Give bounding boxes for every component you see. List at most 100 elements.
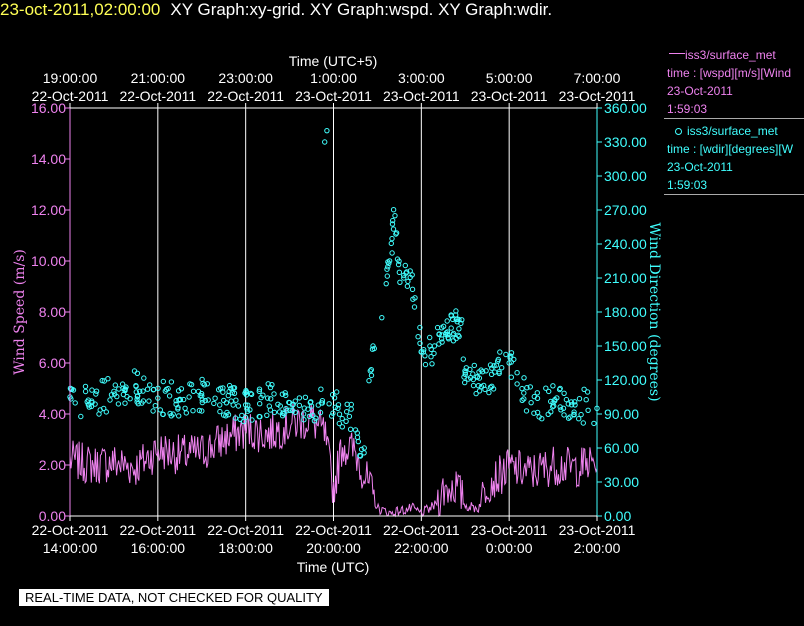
wind-direction-point xyxy=(123,384,129,390)
wind-direction-point xyxy=(438,336,445,342)
wind-direction-point xyxy=(580,420,586,426)
wind-direction-point xyxy=(310,412,316,418)
wind-direction-point xyxy=(417,324,423,331)
wind-direction-point xyxy=(383,280,389,287)
wind-direction-point xyxy=(357,452,363,459)
wind-direction-point xyxy=(483,368,489,374)
right-tick-label: 300.00 xyxy=(604,168,647,184)
wind-direction-point xyxy=(163,386,170,393)
wind-direction-point xyxy=(265,381,271,387)
wind-direction-point xyxy=(256,413,262,420)
wind-direction-point xyxy=(217,385,224,391)
wind-direction-point xyxy=(428,354,434,360)
wind-direction-point xyxy=(336,420,342,427)
wind-direction-point xyxy=(439,339,445,345)
top-tick-time: 3:00:00 xyxy=(398,70,445,86)
wind-direction-point xyxy=(245,402,251,408)
wind-direction-point xyxy=(395,261,402,268)
wind-direction-point xyxy=(217,408,223,415)
wind-direction-point xyxy=(257,401,263,407)
wind-direction-point xyxy=(385,259,391,265)
wind-direction-point xyxy=(503,351,509,358)
wind-direction-point xyxy=(514,381,520,387)
wind-direction-point xyxy=(396,258,402,264)
left-axis-ticks: 0.00 2.00 4.00 6.00 8.00 10.00 12.00 14.00 16.00 xyxy=(31,100,70,524)
wind-direction-point xyxy=(334,389,340,395)
wind-direction-point xyxy=(212,395,218,401)
wind-direction-point xyxy=(141,375,147,381)
wind-direction-point xyxy=(205,397,211,403)
wind-direction-point xyxy=(258,394,264,401)
left-tick-label: 2.00 xyxy=(39,457,66,473)
wind-direction-point xyxy=(434,324,441,331)
top-tick-date: 22-Oct-2011 xyxy=(32,88,109,104)
wind-direction-point xyxy=(578,411,584,418)
wind-direction-point xyxy=(183,410,190,416)
wind-direction-point xyxy=(463,365,469,371)
wind-direction-point xyxy=(244,408,251,414)
wind-direction-point xyxy=(292,398,298,404)
wind-direction-point xyxy=(545,411,551,417)
wind-direction-point xyxy=(296,395,303,401)
graph-list: XY Graph:xy-grid. XY Graph:wspd. XY Grap… xyxy=(170,0,553,19)
wind-direction-point xyxy=(543,385,549,391)
wind-direction-point xyxy=(211,400,217,407)
left-tick-label: 14.00 xyxy=(31,151,66,167)
wind-direction-point xyxy=(283,406,289,412)
wind-direction-point xyxy=(111,388,117,395)
wind-direction-point xyxy=(397,279,403,285)
wind-direction-point xyxy=(379,314,385,321)
left-tick-label: 4.00 xyxy=(39,406,66,422)
wind-direction-point xyxy=(223,400,230,406)
top-tick-date: 23-Oct-2011 xyxy=(471,88,548,104)
wind-direction-point xyxy=(496,369,502,375)
wind-direction-point xyxy=(286,399,292,406)
wind-direction-point xyxy=(173,398,179,404)
wind-direction-point xyxy=(107,397,113,403)
left-tick-label: 8.00 xyxy=(39,304,66,320)
wind-direction-point xyxy=(155,395,161,401)
bottom-tick-time: 20:00:00 xyxy=(306,540,361,556)
legend-entry-wdir: iss3/surface_met time : [wdir][degrees][… xyxy=(664,122,804,195)
wind-direction-point xyxy=(497,349,503,355)
wind-direction-point xyxy=(301,405,307,411)
wind-direction-point xyxy=(220,412,227,418)
bottom-tick-date: 22-Oct-2011 xyxy=(32,522,109,538)
wind-direction-point xyxy=(217,402,223,408)
wind-direction-point xyxy=(346,413,353,420)
x-axis-top-label: Time (UTC+5) xyxy=(289,53,378,69)
wind-direction-point xyxy=(324,127,330,134)
wind-direction-point xyxy=(306,413,313,419)
wind-direction-point xyxy=(112,382,119,388)
wind-direction-point xyxy=(86,404,92,410)
wind-direction-point xyxy=(436,331,442,337)
right-tick-label: 270.00 xyxy=(604,202,647,218)
wind-direction-point xyxy=(448,312,454,318)
right-tick-label: 150.00 xyxy=(604,338,647,354)
left-tick-label: 12.00 xyxy=(31,202,66,218)
wind-direction-point xyxy=(307,399,313,406)
wind-direction-point xyxy=(196,407,203,414)
top-axis-ticks: 19:00:00 22-Oct-2011 21:00:00 22-Oct-2011 23… xyxy=(32,70,636,108)
wind-direction-point xyxy=(405,278,411,285)
wind-direction-point xyxy=(296,402,303,409)
left-tick-label: 16.00 xyxy=(31,100,66,116)
top-tick-time: 19:00:00 xyxy=(43,70,98,86)
wind-direction-point xyxy=(585,407,591,413)
wind-direction-point xyxy=(571,409,577,415)
bottom-tick-date: 22-Oct-2011 xyxy=(207,522,284,538)
right-axis-label: Wind Direction (degrees) xyxy=(646,222,662,401)
top-tick-time: 21:00:00 xyxy=(131,70,186,86)
right-tick-label: 120.00 xyxy=(604,372,647,388)
legend-series1-var: time : [wspd][m/s][Wind xyxy=(667,66,792,80)
wind-direction-point xyxy=(519,385,525,392)
wind-direction-point xyxy=(82,383,89,390)
wind-direction-point xyxy=(267,384,274,391)
top-tick-time: 1:00:00 xyxy=(310,70,357,86)
wind-direction-point xyxy=(134,393,141,400)
wind-direction-point xyxy=(271,409,278,416)
wind-direction-point xyxy=(201,382,208,388)
wind-direction-point xyxy=(450,332,456,338)
wind-direction-point xyxy=(249,417,255,423)
wind-direction-point xyxy=(415,334,421,340)
